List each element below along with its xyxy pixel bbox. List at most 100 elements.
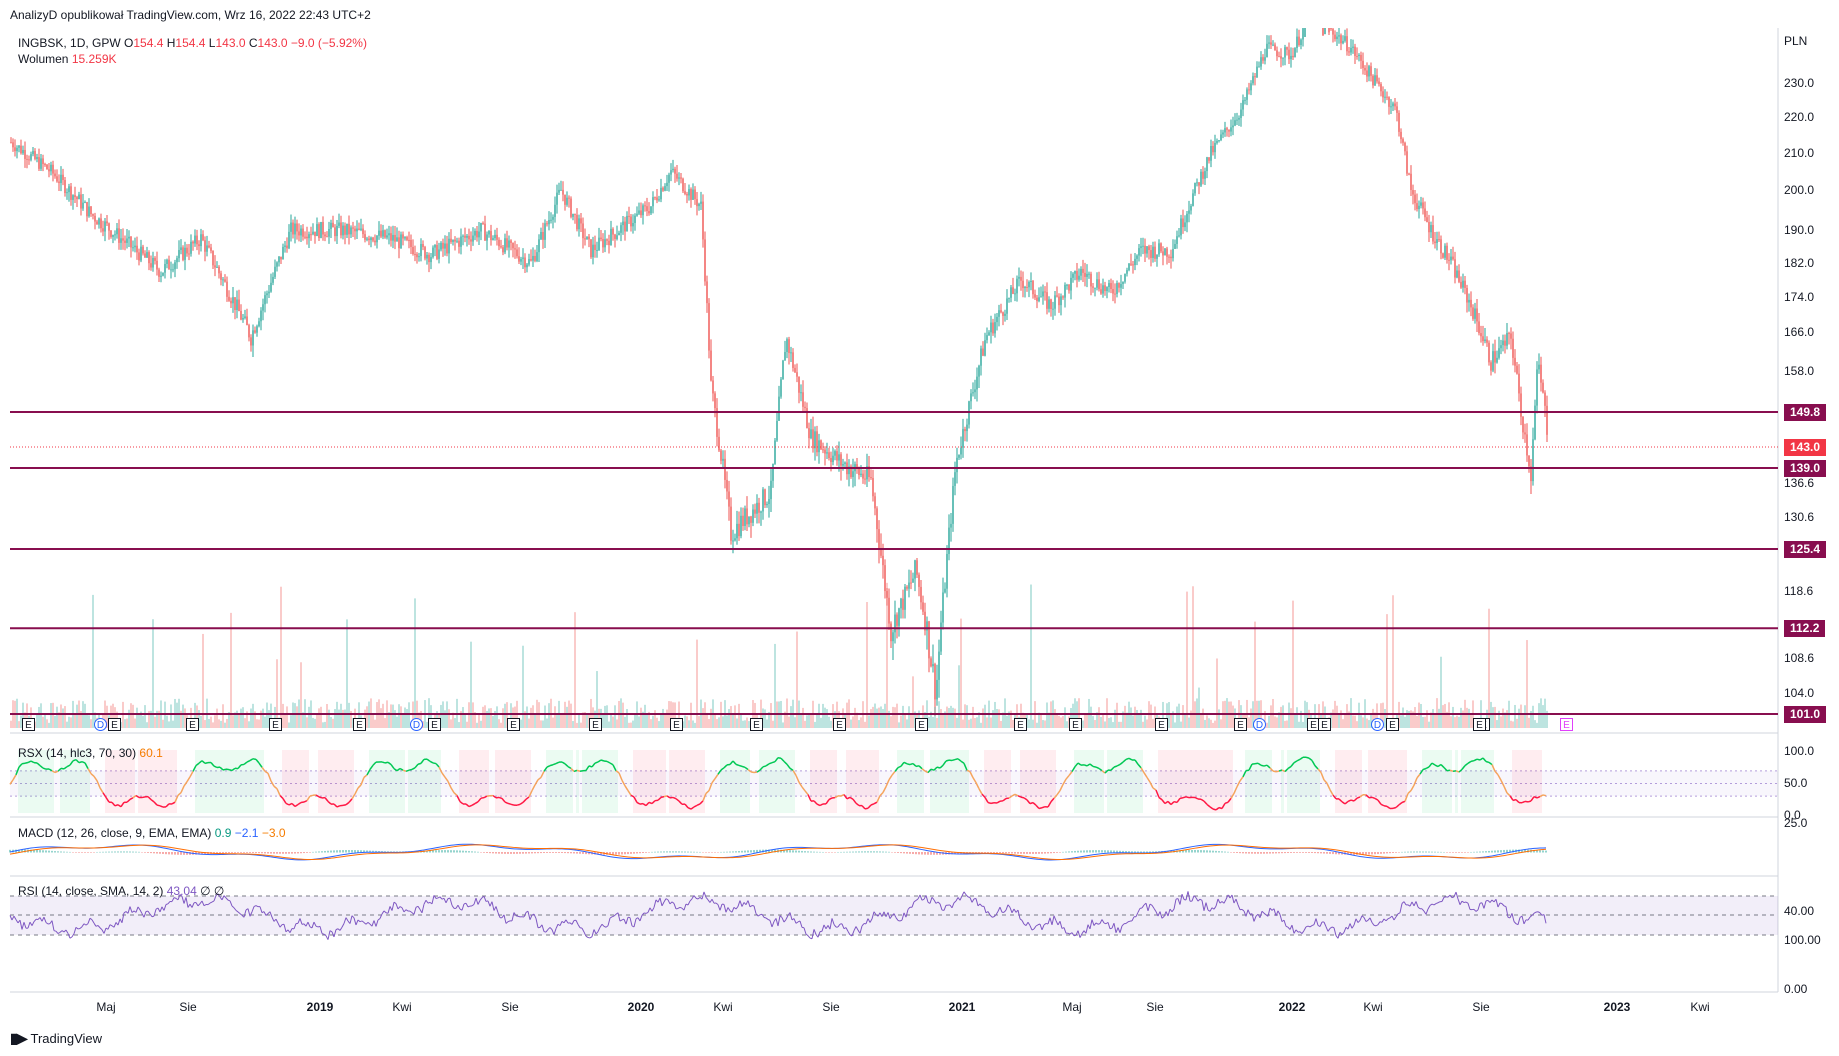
- candle-body: [1092, 286, 1094, 288]
- macd-line: [768, 849, 773, 851]
- candle-body: [1432, 225, 1434, 242]
- rsx-line: [1104, 769, 1109, 774]
- macd-histogram-bar: [288, 852, 290, 854]
- candle-body: [1364, 67, 1366, 71]
- volume-bar: [682, 721, 684, 728]
- candle-body: [1382, 91, 1384, 98]
- candle-body: [10, 142, 12, 144]
- candle-body: [772, 463, 774, 481]
- volume-bar: [592, 707, 594, 728]
- rsi-line: [69, 936, 73, 939]
- candle-body: [730, 506, 732, 541]
- rsx-overbought-shade: [549, 750, 552, 813]
- macd-line: [1356, 855, 1361, 857]
- volume-bar: [376, 702, 378, 728]
- rsx-line: [222, 768, 227, 771]
- rsx-oversold-shade: [1008, 750, 1011, 813]
- rsx-overbought-shade: [252, 750, 255, 813]
- candle-body: [930, 658, 932, 667]
- volume-bar: [548, 703, 550, 728]
- volume-bar: [62, 708, 64, 728]
- candle-body: [1004, 313, 1006, 316]
- candle-body: [60, 174, 62, 184]
- macd-histogram-bar: [873, 851, 875, 853]
- candle-body: [1082, 268, 1084, 273]
- candle-body: [1216, 140, 1218, 143]
- volume-bar: [394, 710, 396, 728]
- volume-bar: [452, 712, 454, 728]
- macd-histogram-bar: [906, 852, 908, 854]
- volume-bar: [66, 721, 68, 728]
- macd-signal-line: [1350, 851, 1355, 854]
- volume-bar: [472, 702, 474, 728]
- candle-body: [822, 449, 824, 451]
- macd-histogram-bar: [579, 852, 581, 854]
- rsx-line: [1509, 795, 1514, 801]
- rsx-line: [1530, 796, 1535, 802]
- candle-body: [824, 449, 826, 454]
- rsx-oversold-shade: [810, 750, 813, 813]
- candle-body: [562, 189, 564, 195]
- rsx-line: [705, 790, 710, 795]
- rsx-line: [99, 787, 104, 794]
- rsx-line: [1308, 757, 1313, 762]
- candle-body: [340, 222, 342, 236]
- volume-bar: [1420, 704, 1422, 728]
- candle-body: [338, 222, 340, 226]
- volume-bar: [1298, 721, 1300, 728]
- candle-body: [1232, 125, 1234, 128]
- macd-histogram-bar: [1524, 849, 1526, 853]
- rsx-line: [516, 803, 521, 806]
- rsx-oversold-shade: [1026, 750, 1029, 813]
- rsx-line: [561, 761, 566, 765]
- rsx-overbought-shade: [903, 750, 906, 813]
- rsx-oversold-shade: [816, 750, 819, 813]
- rsi-line: [113, 922, 117, 928]
- rsx-line: [1041, 806, 1046, 809]
- macd-histogram-bar: [540, 852, 542, 854]
- rsi-line: [101, 929, 105, 934]
- macd-histogram-bar: [444, 850, 446, 853]
- macd-histogram-bar: [1302, 852, 1304, 853]
- rsx-oversold-shade: [303, 750, 306, 813]
- rsx-oversold-shade: [519, 750, 522, 813]
- candle-body: [878, 529, 880, 549]
- volume-bar: [1216, 658, 1218, 728]
- macd-signal-line: [18, 851, 23, 854]
- volume-bar: [570, 703, 572, 728]
- rsx-oversold-shade: [1164, 750, 1167, 813]
- macd-histogram-bar: [1002, 852, 1004, 854]
- volume-bar: [1182, 705, 1184, 728]
- macd-histogram-bar: [660, 851, 662, 853]
- rsx-line: [624, 785, 629, 791]
- candle-body: [182, 247, 184, 260]
- rsi-line: [319, 926, 323, 934]
- candle-body: [488, 231, 490, 235]
- macd-histogram-bar: [1188, 850, 1190, 853]
- macd-histogram-bar: [894, 852, 896, 853]
- volume-bar: [1086, 714, 1088, 728]
- candle-body: [1380, 84, 1382, 92]
- macd-histogram-bar: [1422, 851, 1424, 853]
- candle-body: [1130, 263, 1132, 265]
- rsi-line: [11, 915, 15, 921]
- volume-bar: [540, 720, 542, 728]
- volume-bar: [1220, 719, 1222, 728]
- rsx-line: [1377, 799, 1382, 805]
- macd-histogram-bar: [567, 852, 569, 854]
- rsi-line: [395, 903, 399, 910]
- candle-body: [168, 259, 170, 270]
- macd-line: [1173, 849, 1178, 851]
- rsx-overbought-shade: [1482, 750, 1485, 813]
- rsx-line: [1161, 799, 1166, 805]
- macd-histogram-bar: [1047, 852, 1049, 854]
- candle-body: [912, 578, 914, 583]
- candle-body: [1178, 235, 1180, 237]
- macd-line: [1185, 846, 1190, 849]
- candle-body: [920, 586, 922, 603]
- candle-body: [1468, 299, 1470, 303]
- volume-bar: [630, 722, 632, 728]
- rsx-line: [273, 785, 278, 790]
- candle-body: [678, 177, 680, 179]
